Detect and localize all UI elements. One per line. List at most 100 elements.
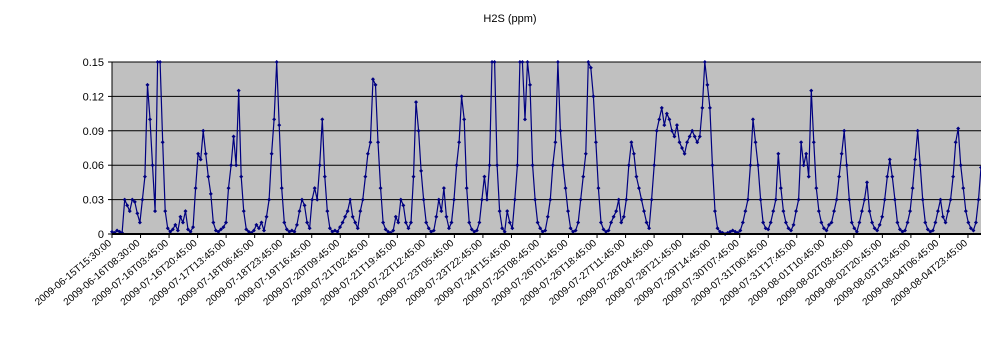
data-point — [854, 229, 859, 234]
data-point — [535, 220, 540, 225]
data-point — [411, 174, 416, 179]
data-point — [963, 209, 968, 214]
data-point — [441, 186, 446, 191]
data-point — [419, 168, 424, 173]
data-point — [277, 123, 282, 128]
data-point — [282, 220, 287, 225]
data-point — [834, 197, 839, 202]
data-point — [206, 174, 211, 179]
data-point — [573, 228, 578, 233]
data-point — [168, 229, 173, 234]
data-point — [297, 209, 302, 214]
data-point — [256, 226, 261, 231]
data-point — [350, 214, 355, 219]
data-point — [756, 163, 761, 168]
data-point — [847, 197, 852, 202]
data-point — [930, 228, 935, 233]
data-point — [391, 228, 396, 233]
data-point — [750, 117, 755, 122]
data-point — [188, 229, 193, 234]
data-point — [236, 88, 241, 93]
data-point — [844, 163, 849, 168]
data-point — [576, 220, 581, 225]
data-point — [264, 214, 269, 219]
y-tick-label: 0.09 — [83, 126, 104, 138]
data-point — [173, 222, 178, 227]
data-point — [191, 225, 196, 230]
data-point — [274, 60, 279, 64]
data-point — [490, 60, 495, 64]
data-point — [459, 94, 464, 99]
data-point — [609, 220, 614, 225]
data-point — [824, 228, 829, 233]
data-point — [811, 140, 816, 145]
data-point — [829, 220, 834, 225]
data-point — [338, 225, 343, 230]
data-point — [434, 214, 439, 219]
data-point — [788, 228, 793, 233]
data-point — [358, 209, 363, 214]
data-point — [601, 227, 606, 232]
data-point — [363, 174, 368, 179]
data-point — [591, 94, 596, 99]
data-point — [563, 186, 568, 191]
data-point — [142, 174, 147, 179]
data-point — [221, 225, 226, 230]
data-point — [705, 82, 710, 87]
data-point — [674, 123, 679, 128]
data-point — [148, 117, 153, 122]
data-point — [360, 197, 365, 202]
data-point — [550, 163, 555, 168]
data-point — [368, 140, 373, 145]
data-point — [740, 220, 745, 225]
data-point — [517, 60, 522, 64]
data-point — [416, 128, 421, 133]
data-point — [224, 220, 229, 225]
data-point — [758, 197, 763, 202]
data-point — [500, 226, 505, 231]
data-point — [664, 111, 669, 116]
data-point — [229, 163, 234, 168]
data-point — [712, 209, 717, 214]
data-point — [872, 226, 877, 231]
data-point — [801, 163, 806, 168]
data-point — [915, 128, 920, 133]
data-point — [170, 227, 175, 232]
data-point — [300, 197, 305, 202]
data-point — [355, 226, 360, 231]
data-point — [193, 186, 198, 191]
data-point — [545, 214, 550, 219]
data-point — [566, 209, 571, 214]
data-point — [918, 163, 923, 168]
data-point — [426, 226, 431, 231]
data-point — [629, 140, 634, 145]
data-point — [244, 227, 249, 232]
data-point — [968, 226, 973, 231]
y-tick-label: 0.03 — [83, 195, 104, 207]
data-point — [882, 197, 887, 202]
data-point — [614, 209, 619, 214]
data-point — [201, 128, 206, 133]
data-point — [403, 220, 408, 225]
data-point — [593, 140, 598, 145]
data-point — [870, 220, 875, 225]
data-point — [700, 105, 705, 110]
data-point — [832, 209, 837, 214]
data-point — [616, 197, 621, 202]
data-point — [548, 197, 553, 202]
data-point — [543, 228, 548, 233]
data-point — [251, 228, 256, 233]
data-point — [933, 220, 938, 225]
data-point — [680, 146, 685, 150]
data-point — [165, 226, 170, 231]
data-point — [322, 174, 327, 179]
data-point — [558, 128, 563, 133]
data-point — [902, 228, 907, 233]
data-point — [406, 226, 411, 231]
data-point — [560, 163, 565, 168]
data-point — [239, 174, 244, 179]
data-point — [940, 214, 945, 219]
data-point — [583, 151, 588, 156]
data-point — [208, 191, 213, 196]
data-point — [414, 100, 419, 105]
